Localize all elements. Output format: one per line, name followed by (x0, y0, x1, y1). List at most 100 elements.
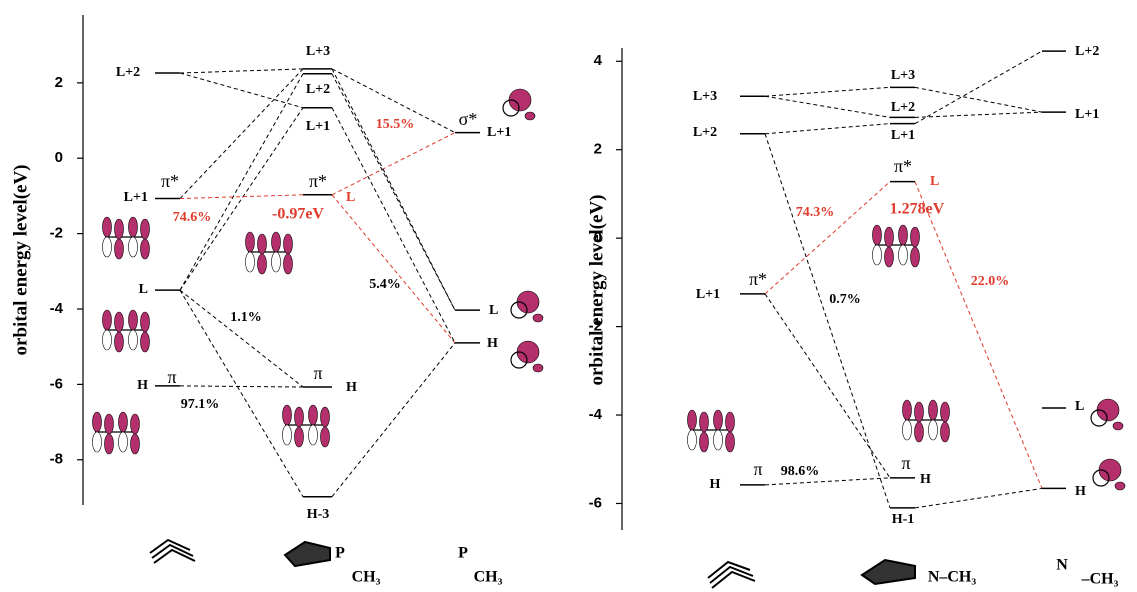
molecule-label: N–CH₃ (928, 569, 977, 586)
orbital-lobe (105, 434, 114, 454)
level-label: L (139, 282, 148, 297)
orbital-lobe (115, 219, 124, 239)
y-tick-label: -8 (50, 451, 63, 468)
orbital-lobe (141, 312, 150, 332)
orbital-picture (93, 412, 140, 454)
orbital-lobe (295, 407, 304, 427)
orbital-picture (1093, 459, 1125, 490)
orbital-lobe (246, 252, 255, 272)
level-label: L (930, 174, 939, 189)
connection (180, 69, 303, 199)
orbital-lobe (873, 225, 882, 245)
orbital-lobe (283, 405, 292, 425)
orbital-lobe (115, 312, 124, 332)
orbital-lobe (726, 432, 735, 452)
connection (765, 96, 890, 117)
orbital-lobe (533, 314, 543, 322)
molecule-label: N (1056, 557, 1068, 574)
orbital-lobe (885, 247, 894, 267)
orbital-lobe (131, 414, 140, 434)
orbital-picture (103, 217, 150, 259)
ethylene-glyph (150, 540, 195, 563)
orbital-lobe (1113, 422, 1123, 430)
orbital-lobe (714, 430, 723, 450)
orbital-lobe (873, 245, 882, 265)
level-label: H (346, 380, 357, 395)
connection (332, 108, 455, 343)
level-label: L (346, 190, 355, 205)
symmetry-label: π (313, 363, 322, 383)
orbital-lobe (903, 400, 912, 420)
orbital-lobe (915, 402, 924, 422)
orbital-lobe (911, 247, 920, 267)
orbital-picture (503, 89, 535, 120)
orbital-lobe (283, 425, 292, 445)
figure: 20-2-4-6-8orbital energy level(eV)74.6%1… (0, 0, 1137, 592)
connection (180, 69, 303, 73)
y-tick-label: 2 (594, 141, 602, 158)
orbital-lobe (899, 245, 908, 265)
connection (915, 87, 1042, 112)
molecule-label: CH₃ (474, 569, 503, 586)
molecule-label: P (335, 545, 345, 562)
orbital-lobe (726, 412, 735, 432)
molecule-glyphs (150, 540, 915, 588)
orbital-lobe (700, 432, 709, 452)
orbital-lobe (129, 310, 138, 330)
percentage-label: 15.5% (376, 117, 415, 132)
level-label: H (920, 472, 931, 487)
orbital-lobe (533, 364, 543, 372)
orbital-lobe (911, 227, 920, 247)
energy-label: 1.278eV (890, 201, 945, 218)
level-label: L+3 (693, 89, 717, 104)
level-label: H (487, 336, 498, 351)
symmetry-label: π* (749, 269, 767, 289)
connection (765, 124, 890, 134)
connection (915, 182, 1042, 489)
symmetry-label: π* (309, 171, 327, 191)
connection (180, 290, 303, 387)
orbital-picture (283, 405, 330, 447)
orbital-lobe (115, 239, 124, 259)
percentage-label: 97.1% (181, 397, 220, 412)
orbital-lobe (119, 412, 128, 432)
level-label: H (137, 378, 148, 393)
y-axis-label: orbital energy level(eV) (10, 165, 31, 356)
level-label: L+2 (891, 100, 915, 115)
orbital-picture (873, 225, 920, 267)
y-tick-label: -2 (50, 225, 63, 242)
orbital-lobe (284, 254, 293, 274)
orbital-lobe (899, 225, 908, 245)
orbital-picture (103, 310, 150, 352)
orbital-lobe (915, 422, 924, 442)
orbital-lobe (941, 402, 950, 422)
connection (765, 87, 890, 96)
y-tick-label: 2 (55, 74, 63, 91)
y-axis-label: orbital energy level(eV) (586, 195, 607, 386)
orbital-lobe (714, 410, 723, 430)
percentage-label: 5.4% (369, 277, 401, 292)
y-tick-label: -4 (50, 300, 64, 317)
symmetry-label: π (167, 367, 176, 387)
level-label: L+1 (891, 128, 915, 143)
level-label: H-3 (307, 507, 330, 522)
orbital-lobe (309, 405, 318, 425)
level-label: H (710, 477, 721, 492)
orbital-lobe (929, 400, 938, 420)
level-label: L+2 (306, 82, 330, 97)
level-label: L (1075, 399, 1084, 414)
level-label: L+2 (116, 65, 140, 80)
symmetry-label: σ* (459, 109, 478, 129)
orbital-lobe (903, 420, 912, 440)
level-label: L+1 (1075, 107, 1099, 122)
level-label: L+1 (124, 190, 148, 205)
orbital-lobe (272, 232, 281, 252)
connection (915, 488, 1042, 507)
y-tick-label: 4 (594, 52, 603, 69)
orbital-lobe (321, 407, 330, 427)
orbital-lobe (295, 427, 304, 447)
percentage-label: 98.6% (781, 464, 820, 479)
molecule-label: –CH₃ (1081, 571, 1119, 588)
orbital-lobe (525, 112, 535, 120)
energy-label: -0.97eV (272, 206, 324, 223)
